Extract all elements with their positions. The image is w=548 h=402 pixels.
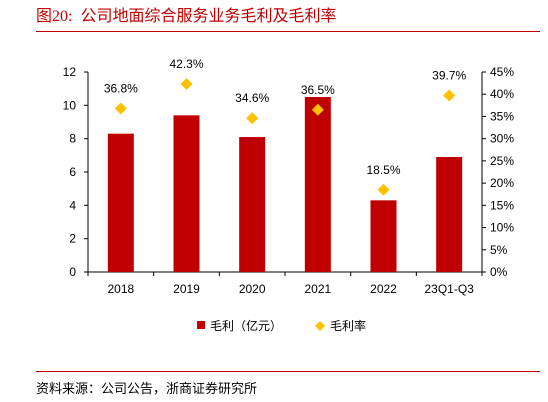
x-tick-label: 23Q1-Q3 bbox=[424, 282, 474, 296]
data-label-gross-margin: 42.3% bbox=[169, 57, 203, 71]
right-tick-label: 40% bbox=[490, 87, 514, 101]
data-label-gross-margin: 36.8% bbox=[104, 81, 138, 95]
x-tick-label: 2019 bbox=[173, 282, 200, 296]
bar-gross-profit bbox=[239, 137, 266, 272]
left-tick-label: 4 bbox=[69, 198, 76, 212]
left-tick-label: 8 bbox=[69, 132, 76, 146]
legend-swatch-gross-margin bbox=[315, 321, 325, 331]
left-tick-label: 0 bbox=[69, 265, 76, 279]
right-tick-label: 20% bbox=[490, 176, 514, 190]
bar-gross-profit bbox=[436, 157, 463, 272]
title-divider bbox=[36, 31, 540, 32]
data-label-gross-margin: 18.5% bbox=[366, 163, 400, 177]
x-tick-label: 2022 bbox=[370, 282, 397, 296]
left-tick-label: 10 bbox=[63, 98, 77, 112]
right-tick-label: 15% bbox=[490, 198, 514, 212]
bar-gross-profit bbox=[173, 115, 200, 272]
bar-gross-profit bbox=[370, 200, 397, 272]
legend-swatch-gross-profit bbox=[197, 321, 205, 329]
right-tick-label: 45% bbox=[490, 65, 514, 79]
point-gross-margin bbox=[311, 103, 324, 116]
right-tick-label: 5% bbox=[490, 243, 508, 257]
data-label-gross-margin: 34.6% bbox=[235, 91, 269, 105]
data-label-gross-margin: 39.7% bbox=[432, 69, 466, 83]
bar-gross-profit bbox=[304, 97, 331, 272]
right-tick-label: 30% bbox=[490, 132, 514, 146]
legend-label-gross-profit: 毛利（亿元） bbox=[210, 318, 282, 333]
left-tick-label: 2 bbox=[69, 232, 76, 246]
point-gross-margin bbox=[443, 89, 456, 102]
legend-label-gross-margin: 毛利率 bbox=[330, 318, 366, 333]
point-gross-margin bbox=[246, 112, 259, 125]
right-tick-label: 25% bbox=[490, 154, 514, 168]
right-tick-label: 0% bbox=[490, 265, 508, 279]
right-tick-label: 35% bbox=[490, 109, 514, 123]
figure-title-text: 公司地面综合服务业务毛利及毛利率 bbox=[80, 6, 337, 25]
x-tick-label: 2021 bbox=[304, 282, 331, 296]
figure-title: 图20: 公司地面综合服务业务毛利及毛利率 bbox=[36, 2, 336, 26]
point-gross-margin bbox=[114, 102, 127, 115]
bar-gross-profit bbox=[107, 133, 134, 272]
source-note: 资料来源：公司公告，浙商证券研究所 bbox=[36, 382, 258, 397]
right-tick-label: 10% bbox=[490, 221, 514, 235]
point-gross-margin bbox=[180, 78, 193, 90]
source-divider bbox=[36, 371, 540, 372]
point-gross-margin bbox=[377, 183, 390, 196]
x-tick-label: 2020 bbox=[239, 282, 266, 296]
left-tick-label: 6 bbox=[69, 165, 76, 179]
left-tick-label: 12 bbox=[63, 65, 77, 79]
data-label-gross-margin: 36.5% bbox=[301, 83, 335, 97]
x-tick-label: 2018 bbox=[107, 282, 134, 296]
figure-number: 图20: bbox=[36, 8, 73, 25]
